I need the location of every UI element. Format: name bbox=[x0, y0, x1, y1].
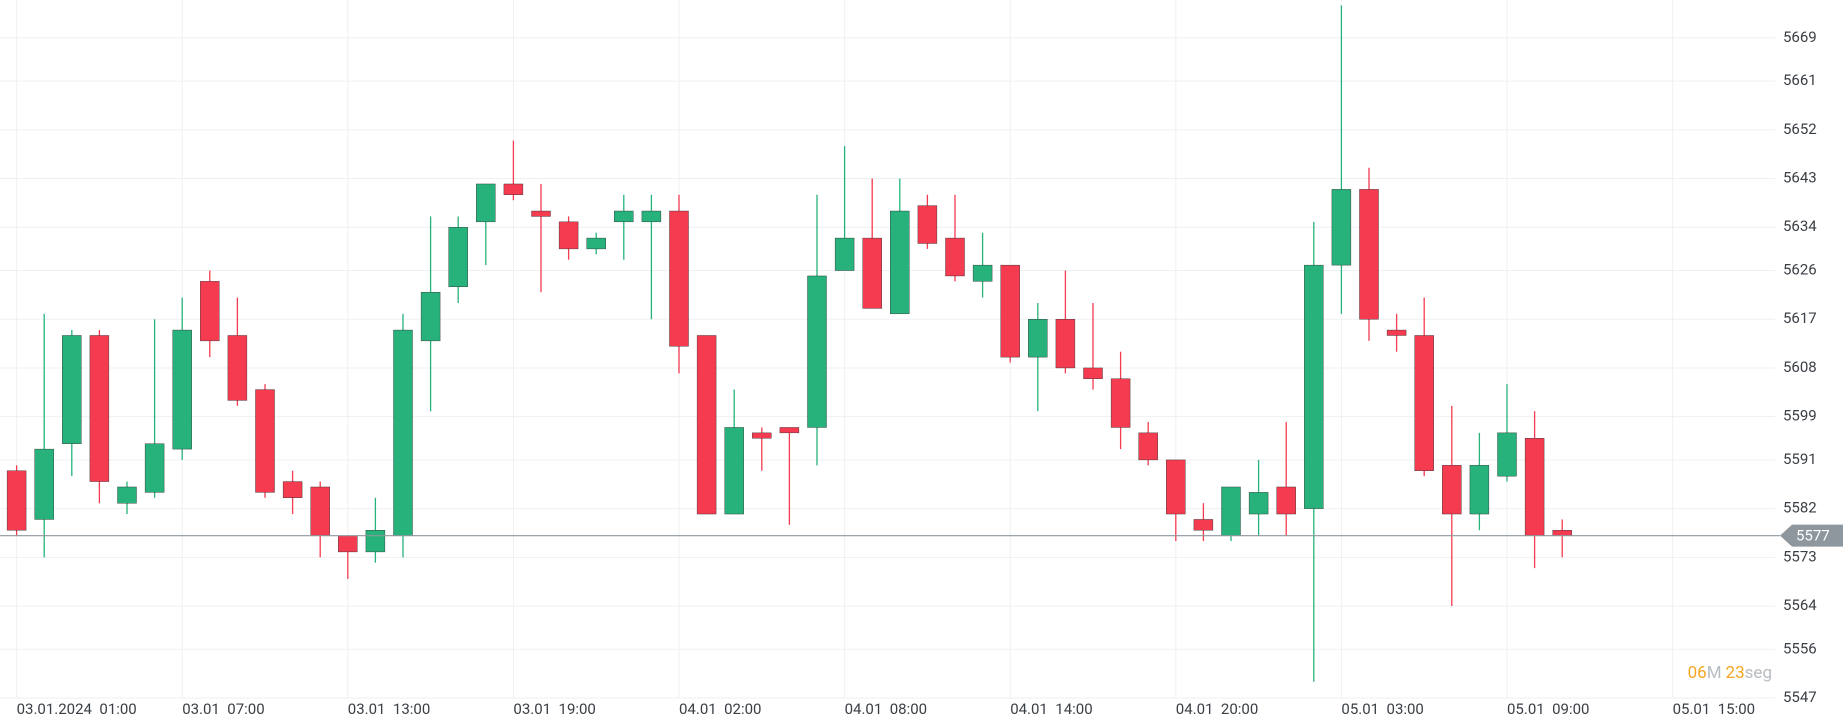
candle-body bbox=[6, 470, 27, 531]
candle-body bbox=[1193, 519, 1214, 531]
candle-body bbox=[558, 221, 579, 250]
x-tick-label: 03.01.2024 01:00 bbox=[17, 700, 137, 718]
candle-body bbox=[1359, 189, 1379, 320]
candle-body bbox=[531, 210, 551, 217]
candle-body bbox=[1497, 432, 1517, 477]
candle-body bbox=[1331, 189, 1352, 266]
candle-body bbox=[890, 210, 910, 315]
candle-body bbox=[1386, 329, 1407, 336]
x-tick-label: 03.01 19:00 bbox=[513, 700, 595, 718]
candle-body bbox=[1552, 530, 1572, 536]
candle-body bbox=[641, 210, 662, 223]
candle-body bbox=[448, 227, 468, 287]
candle-body bbox=[1304, 264, 1324, 509]
x-tick-label: 04.01 02:00 bbox=[679, 700, 761, 718]
candle-body bbox=[724, 427, 744, 515]
candle-body bbox=[1442, 465, 1462, 515]
y-tick-label: 5617 bbox=[1783, 309, 1817, 327]
current-price-label: 5577 bbox=[1796, 527, 1830, 545]
candle-body bbox=[89, 335, 110, 482]
candle-body bbox=[144, 443, 165, 493]
y-tick-label: 5626 bbox=[1783, 261, 1817, 279]
candle-body bbox=[34, 448, 54, 520]
candle-body bbox=[834, 237, 855, 271]
y-tick-label: 5634 bbox=[1783, 217, 1817, 235]
candle-body bbox=[972, 264, 993, 282]
candle-body bbox=[1055, 319, 1076, 369]
labels: 5669 5661 5652 5643 5634 5626 5617 5608 5599 5591… bbox=[17, 28, 1843, 718]
current-price-tag bbox=[1780, 524, 1843, 547]
candle-body bbox=[1110, 378, 1131, 428]
y-tick-label: 5599 bbox=[1783, 407, 1817, 425]
y-tick-label: 5591 bbox=[1783, 450, 1817, 468]
countdown-seconds-unit: seg bbox=[1745, 663, 1772, 683]
y-tick-label: 5582 bbox=[1783, 499, 1817, 517]
candle-body bbox=[1000, 264, 1020, 358]
countdown-seconds: 23 bbox=[1726, 663, 1745, 683]
y-tick-label: 5652 bbox=[1783, 120, 1817, 138]
candle-body bbox=[669, 210, 689, 347]
candle-body bbox=[62, 335, 82, 444]
candle-body bbox=[1028, 319, 1048, 358]
y-tick-label: 5643 bbox=[1783, 169, 1817, 187]
candle-body bbox=[862, 237, 882, 309]
countdown-minutes-unit: M bbox=[1707, 663, 1722, 683]
candle-body bbox=[1248, 492, 1269, 515]
y-tick-label: 5573 bbox=[1783, 547, 1817, 565]
candle-body bbox=[1524, 438, 1545, 536]
candle-body bbox=[1138, 432, 1158, 461]
candle-body bbox=[476, 183, 496, 223]
candle-body bbox=[117, 486, 137, 504]
candle-body bbox=[255, 389, 275, 493]
candle-body bbox=[338, 535, 358, 553]
plot bbox=[0, 0, 1780, 699]
y-tick-label: 5556 bbox=[1783, 639, 1817, 657]
candle-body bbox=[1469, 465, 1490, 515]
candle-body bbox=[310, 486, 330, 536]
countdown: 06M 23seg bbox=[1688, 663, 1772, 683]
x-tick-label: 05.01 15:00 bbox=[1673, 700, 1755, 718]
x-tick-label: 04.01 20:00 bbox=[1176, 700, 1258, 718]
x-tick-label: 05.01 09:00 bbox=[1507, 700, 1589, 718]
y-tick-label: 5661 bbox=[1783, 71, 1817, 89]
candle-body bbox=[586, 237, 606, 250]
candle-body bbox=[1221, 486, 1241, 536]
candle-body bbox=[696, 335, 717, 515]
candle-body bbox=[227, 335, 248, 401]
candle-body bbox=[420, 291, 441, 342]
candle-body bbox=[365, 530, 386, 553]
candle-body bbox=[393, 329, 413, 536]
candle-body bbox=[1166, 459, 1186, 515]
candle-body bbox=[807, 275, 827, 428]
candle-body bbox=[503, 183, 524, 195]
candle-body bbox=[282, 481, 303, 498]
y-tick-label: 5608 bbox=[1783, 358, 1817, 376]
candle-body bbox=[779, 427, 800, 434]
candle-body bbox=[1276, 486, 1296, 515]
candle-body bbox=[752, 432, 772, 439]
y-tick-label: 5547 bbox=[1783, 688, 1817, 706]
candle-body bbox=[945, 237, 965, 277]
y-tick-label: 5669 bbox=[1783, 28, 1817, 46]
candle-body bbox=[200, 281, 220, 342]
candle-body bbox=[614, 210, 634, 223]
countdown-minutes: 06 bbox=[1688, 663, 1707, 683]
candle-body bbox=[1083, 367, 1103, 379]
x-tick-label: 03.01 07:00 bbox=[182, 700, 264, 718]
x-tick-label: 04.01 08:00 bbox=[845, 700, 927, 718]
y-tick-label: 5564 bbox=[1783, 596, 1817, 614]
x-tick-label: 05.01 03:00 bbox=[1341, 700, 1423, 718]
candle-body bbox=[1414, 335, 1434, 471]
x-tick-label: 03.01 13:00 bbox=[348, 700, 430, 718]
x-tick-label: 04.01 14:00 bbox=[1010, 700, 1092, 718]
candle-body bbox=[917, 205, 938, 244]
candle-body bbox=[172, 329, 192, 450]
